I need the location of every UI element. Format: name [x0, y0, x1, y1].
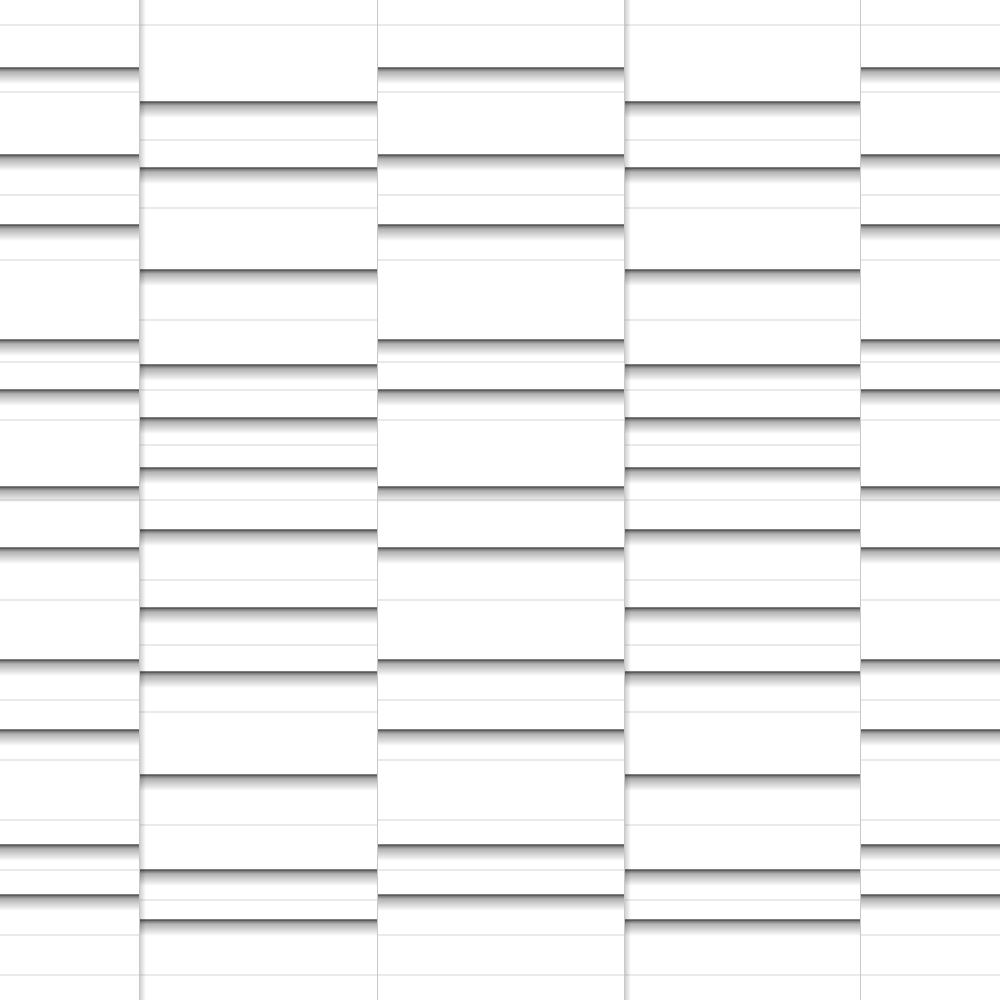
strip-shadow: [861, 155, 1000, 171]
strip-shadow: [140, 418, 377, 434]
strip-shadow: [625, 672, 860, 688]
strip-shadow: [140, 102, 377, 118]
strip-shadow: [625, 365, 860, 381]
strip-shadow: [861, 340, 1000, 356]
strip-shadow: [861, 660, 1000, 676]
strip-shadow: [625, 530, 860, 546]
strip-shadow: [140, 775, 377, 791]
strip-shadow: [378, 730, 624, 746]
strip-shadow: [861, 68, 1000, 84]
strip-shadow: [861, 730, 1000, 746]
strip-shadow: [0, 895, 139, 911]
strip-shadow: [625, 870, 860, 886]
strip-shadow: [378, 68, 624, 84]
strip-shadow: [625, 102, 860, 118]
side-shadow: [625, 0, 631, 1000]
strip-shadow: [625, 608, 860, 624]
strip-shadow: [140, 270, 377, 286]
strip-shadow: [0, 390, 139, 406]
strip-shadow: [0, 548, 139, 564]
strip-shadow: [0, 225, 139, 241]
strip-shadow: [625, 168, 860, 184]
strip-shadow: [625, 920, 860, 936]
strip-shadow: [140, 365, 377, 381]
strip-shadow: [140, 530, 377, 546]
strip-shadow: [140, 168, 377, 184]
strip-shadow: [0, 845, 139, 861]
strip-shadow: [0, 68, 139, 84]
strip-shadow: [625, 468, 860, 484]
strip-shadow: [625, 270, 860, 286]
strip-shadow: [378, 487, 624, 503]
strip-shadow: [861, 225, 1000, 241]
strip-shadow: [378, 845, 624, 861]
strip-shadow: [378, 548, 624, 564]
strip-shadow: [625, 775, 860, 791]
strip-shadow: [0, 340, 139, 356]
strip-shadow: [378, 895, 624, 911]
strip-shadow: [378, 225, 624, 241]
strip-shadow: [378, 155, 624, 171]
strip-shadow: [140, 870, 377, 886]
strip-shadow: [625, 418, 860, 434]
strip-shadow: [0, 730, 139, 746]
strip-shadow: [0, 155, 139, 171]
strip-shadow: [140, 672, 377, 688]
strip-shadow: [0, 660, 139, 676]
side-shadow: [140, 0, 146, 1000]
strip-shadow: [861, 548, 1000, 564]
strip-shadow: [861, 895, 1000, 911]
strip-shadow: [378, 340, 624, 356]
strip-shadow: [0, 487, 139, 503]
strip-shadow: [861, 487, 1000, 503]
strip-shadow: [378, 660, 624, 676]
strip-shadow: [378, 390, 624, 406]
strip-shadow: [140, 920, 377, 936]
strip-shadow: [861, 390, 1000, 406]
strip-shadow: [861, 845, 1000, 861]
strip-shadow: [140, 468, 377, 484]
strip-shadow: [140, 608, 377, 624]
